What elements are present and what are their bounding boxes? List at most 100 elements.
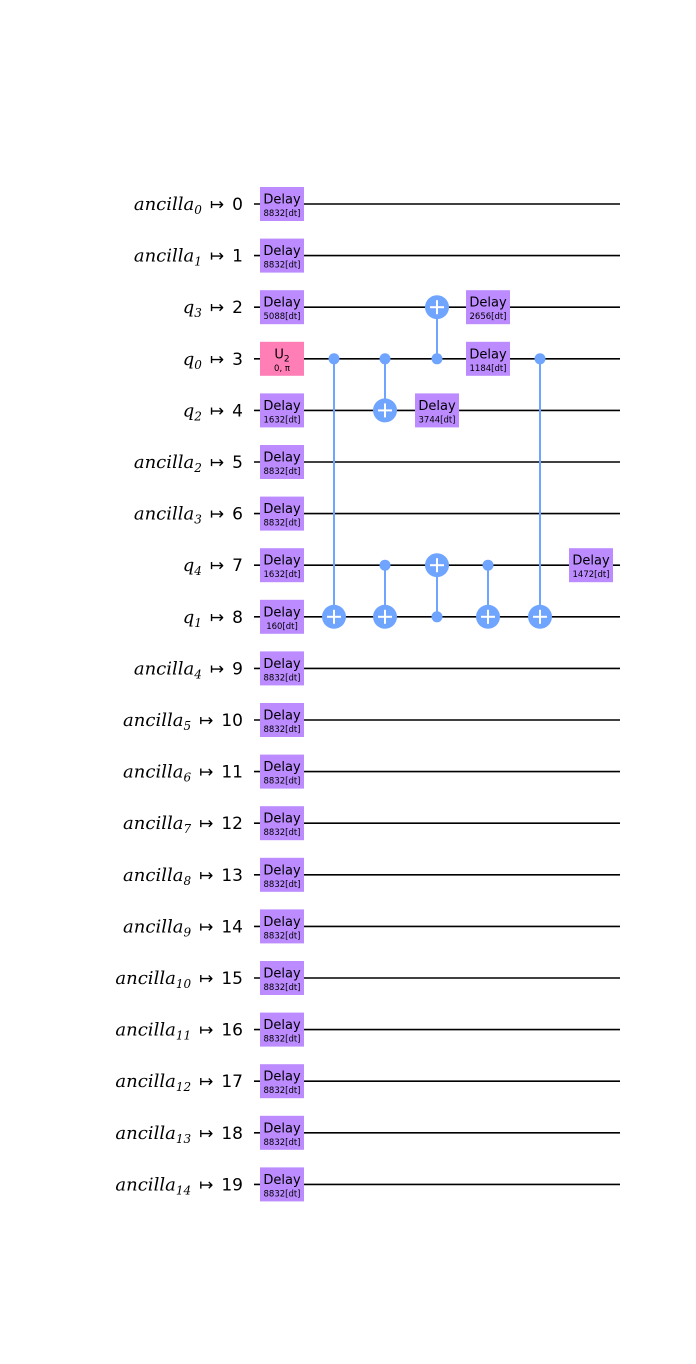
maps-to-arrow: ↦ (199, 866, 213, 886)
maps-to-arrow: ↦ (199, 917, 213, 937)
qubit-index-subscript: 11 (176, 1029, 191, 1043)
gate-parameter: 5088[dt] (264, 312, 301, 322)
delay-gate: Delay 1184[dt] (466, 341, 510, 376)
qubit-register-name: ancilla (123, 762, 183, 783)
gate-box (260, 496, 304, 531)
qubit-index-subscript: 9 (183, 925, 191, 939)
qubit-register-name: ancilla (134, 194, 194, 215)
gate-box (260, 1167, 304, 1202)
gate-label-text: Delay (263, 1070, 301, 1085)
gate-label: Delay (263, 554, 301, 569)
qubit-register-name: ancilla (115, 1071, 175, 1092)
qubit-register-name: ancilla (115, 968, 175, 989)
gate-parameter: 160[dt] (266, 622, 298, 632)
gate-label: Delay (469, 347, 507, 362)
gate-label: Delay (263, 967, 301, 982)
qubit-index-subscript: 1 (194, 616, 202, 630)
qubit-index-subscript: 5 (183, 719, 191, 733)
qubit-register-name: ancilla (115, 1174, 175, 1195)
gate-label-text: Delay (263, 605, 301, 620)
gate-label-text: Delay (263, 1018, 301, 1033)
maps-to-arrow: ↦ (210, 556, 224, 576)
gate-label-text: Delay (263, 1121, 301, 1136)
qubit-label-18: ancilla13 ↦ 18 (115, 1123, 243, 1146)
gate-box (260, 1115, 304, 1150)
cx-control-dot (482, 559, 494, 571)
gate-label: Delay (263, 657, 301, 672)
physical-qubit-index: 10 (221, 711, 243, 731)
gate-label-text: Delay (263, 296, 301, 311)
gate-parameter: 8832[dt] (264, 828, 301, 838)
physical-qubit-index: 18 (221, 1124, 243, 1144)
gate-label: Delay (263, 709, 301, 724)
cx-control-dot (328, 353, 340, 365)
gate-label-text: Delay (263, 863, 301, 878)
qubit-label-15: ancilla10 ↦ 15 (115, 968, 243, 991)
physical-qubit-index: 0 (232, 195, 243, 215)
gate-box (466, 341, 510, 376)
gate-box (466, 290, 510, 325)
qubit-register-name: ancilla (134, 658, 194, 679)
physical-qubit-index: 12 (221, 814, 243, 834)
gate-box (260, 961, 304, 995)
delay-gate: Delay 160[dt] (260, 599, 304, 634)
cx-target (528, 604, 552, 629)
physical-qubit-index: 17 (221, 1072, 243, 1092)
gate-parameter: 8832[dt] (264, 1138, 301, 1148)
qubit-label-6: ancilla3 ↦ 6 (134, 504, 243, 527)
qubit-label-2: q3 ↦ 2 (183, 297, 243, 320)
qubit-index-subscript: 10 (176, 977, 192, 991)
qubit-register-name: ancilla (123, 710, 183, 731)
maps-to-arrow: ↦ (199, 763, 213, 783)
qubit-register-name: ancilla (123, 865, 183, 886)
gate-parameter: 3744[dt] (419, 415, 456, 425)
qubit-register-name: q (183, 400, 195, 421)
qubit-index-subscript: 14 (176, 1183, 191, 1197)
gate-parameter: 8832[dt] (264, 261, 301, 271)
gate-parameter: 8832[dt] (264, 673, 301, 683)
gate-box (260, 1064, 304, 1099)
gate-label: Delay (418, 399, 456, 414)
qubit-index-subscript: 0 (194, 203, 202, 217)
maps-to-arrow: ↦ (199, 1021, 213, 1041)
qubit-label-12: ancilla7 ↦ 12 (123, 813, 243, 836)
qubit-label-14: ancilla9 ↦ 14 (123, 916, 243, 939)
cx-control-dot (431, 353, 443, 365)
gate-label-text: Delay (263, 399, 301, 414)
qubit-index-subscript: 0 (194, 358, 202, 372)
gate-label-text: Delay (572, 554, 610, 569)
gate-label-text: Delay (469, 296, 507, 311)
gate-parameter: 1632[dt] (264, 415, 301, 425)
maps-to-arrow: ↦ (199, 1072, 213, 1092)
cx-target (373, 604, 397, 629)
qubit-label-3: q0 ↦ 3 (183, 349, 243, 372)
cx-control-dot (379, 559, 391, 571)
qubit-label-1: ancilla1 ↦ 1 (134, 246, 243, 269)
gate-parameter: 1472[dt] (573, 570, 610, 580)
physical-qubit-index: 14 (221, 917, 243, 937)
maps-to-arrow: ↦ (210, 453, 224, 473)
delay-gate: Delay 8832[dt] (260, 1115, 304, 1150)
gate-label-text: Delay (469, 347, 507, 362)
cx-control-dot (379, 353, 391, 365)
gate-label-text: Delay (263, 451, 301, 466)
gate-box (260, 703, 304, 737)
physical-qubit-index: 13 (221, 866, 243, 886)
qubit-register-name: q (183, 297, 195, 318)
gate-parameter: 8832[dt] (264, 931, 301, 941)
qubit-label-13: ancilla8 ↦ 13 (123, 865, 243, 888)
qubit-index-subscript: 13 (176, 1132, 192, 1146)
